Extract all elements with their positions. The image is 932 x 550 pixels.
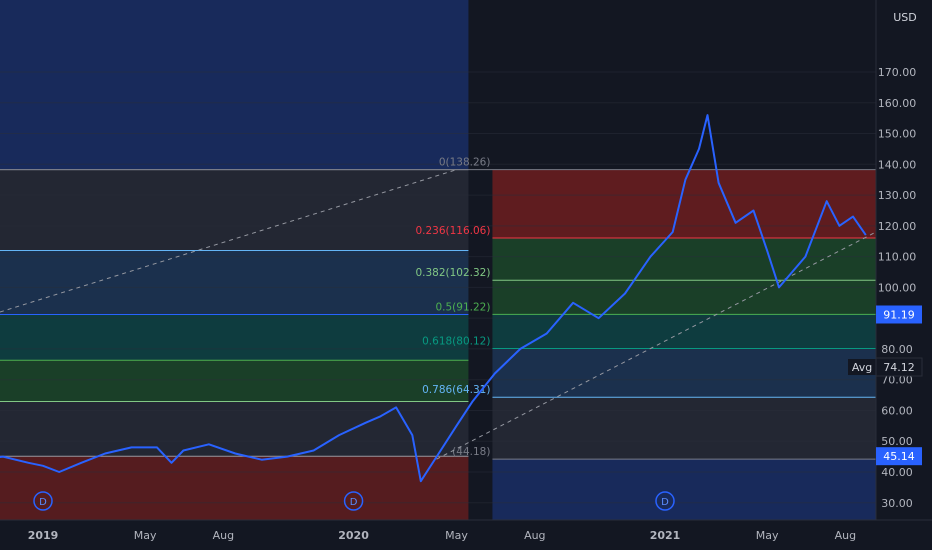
x-axis: 2019 May Aug 2020 May Aug 2021 May Aug xyxy=(0,519,932,550)
x-tick-label: 2019 xyxy=(28,529,59,542)
price-badge xyxy=(876,447,922,466)
y-tick-label: 100.00 xyxy=(878,281,917,294)
y-tick-label: 120.00 xyxy=(878,220,917,233)
x-tick-label: 2021 xyxy=(650,529,681,542)
avg-badge-label: 74.12 xyxy=(883,361,915,374)
x-tick-label: May xyxy=(134,529,157,542)
y-tick-label: 130.00 xyxy=(878,189,917,202)
y-tick-label: 110.00 xyxy=(878,251,917,264)
right-zone-band xyxy=(492,348,876,398)
right-zone-band xyxy=(492,280,876,315)
right-zone-bottom xyxy=(492,459,876,520)
left-zone-band xyxy=(0,360,469,402)
avg-prefix-box xyxy=(848,359,876,376)
y-tick-label: 80.00 xyxy=(881,343,913,356)
fib-label: 0.618(80.12) xyxy=(422,336,490,348)
y-tick-label: 140.00 xyxy=(878,158,917,171)
left-zone-band xyxy=(0,250,469,315)
price-line xyxy=(0,114,867,483)
x-tick-label: Aug xyxy=(213,529,234,542)
dividend-marker-label: D xyxy=(661,497,669,508)
x-tick-label: 2020 xyxy=(338,529,369,542)
grid-lines xyxy=(0,71,876,504)
y-tick-label: 30.00 xyxy=(881,497,913,510)
fib-label: 0(138.26) xyxy=(439,157,491,169)
trend-line-right xyxy=(436,231,877,460)
currency-label: USD xyxy=(893,11,917,24)
y-tick-label: 40.00 xyxy=(881,466,913,479)
x-tick-label: Aug xyxy=(835,529,856,542)
x-tick-label: May xyxy=(756,529,779,542)
avg-badge xyxy=(875,357,923,377)
left-zone-band xyxy=(0,169,469,251)
x-tick-label: May xyxy=(445,529,468,542)
dividend-marker-label: D xyxy=(39,497,47,508)
y-tick-label: 50.00 xyxy=(881,435,913,448)
left-zone-bottom xyxy=(0,456,469,520)
fib-label: 0.5(91.22) xyxy=(435,301,490,313)
left-zone-top xyxy=(0,0,469,170)
price-series xyxy=(0,114,867,483)
right-zone-band xyxy=(492,397,876,460)
right-zone-band xyxy=(492,169,876,238)
fib-label: 0.786(64.31) xyxy=(422,384,490,396)
price-badge xyxy=(876,305,922,324)
x-tick-label: Aug xyxy=(524,529,545,542)
y-axis: 30.0040.0050.0060.0070.0080.0090.00100.0… xyxy=(875,0,932,550)
dividend-marker[interactable] xyxy=(343,491,364,511)
y-tick-label: 70.00 xyxy=(881,374,913,387)
y-tick-label: 160.00 xyxy=(878,97,917,110)
left-zone-band xyxy=(0,314,469,361)
trend-lines xyxy=(0,169,877,460)
fib-levels: 0(138.26) 0.236(116.06) 0.382(102.32) 0.5(9… xyxy=(0,157,876,460)
y-tick-label: 170.00 xyxy=(878,66,917,79)
fib-label: 0.236(116.06) xyxy=(415,225,490,237)
x-axis-background xyxy=(0,520,932,550)
fib-label: 0.382(102.32) xyxy=(415,267,490,279)
fib-zones xyxy=(0,0,876,520)
price-badge-label: 91.19 xyxy=(883,308,915,321)
y-tick-label: 150.00 xyxy=(878,128,917,141)
avg-prefix-label: Avg xyxy=(852,361,872,374)
price-badge-label: 45.14 xyxy=(883,450,915,463)
fib-label: (44.18) xyxy=(452,446,490,458)
dividend-marker[interactable] xyxy=(33,491,53,511)
right-zone-band xyxy=(492,314,876,349)
price-badges: 91.19 Avg 74.12 45.14 xyxy=(848,305,923,466)
y-tick-label: 60.00 xyxy=(881,404,913,417)
right-zone-band xyxy=(492,237,876,281)
dividend-marker-label: D xyxy=(350,497,358,508)
dividend-marker[interactable] xyxy=(655,491,675,511)
